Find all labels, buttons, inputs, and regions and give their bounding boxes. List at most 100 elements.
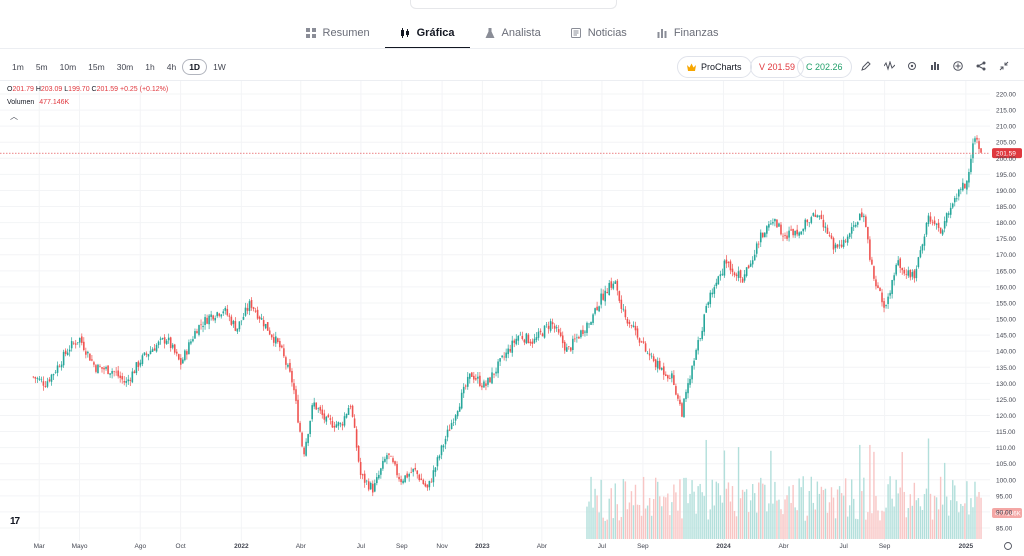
price-axis[interactable]: 220.00 215.00 210.00 205.00 200.00 195.00 190.… (996, 92, 1016, 550)
candle-body (224, 307, 227, 311)
search-box-remnant[interactable] (410, 0, 617, 9)
section-tabs: Resumen Gráfica Analista Noticias Finanz… (0, 18, 1024, 49)
volume-bar (842, 495, 845, 539)
candle-body (545, 324, 548, 326)
tab-analista[interactable]: Analista (470, 18, 556, 48)
candle-body (70, 341, 73, 349)
candle-body (38, 378, 41, 380)
candle-body (662, 366, 665, 375)
candle-body (889, 292, 891, 296)
candle-body (972, 143, 974, 159)
buy-price-button[interactable]: C 202.26 (797, 56, 852, 78)
candle-body (87, 351, 89, 354)
settings-icon[interactable] (904, 58, 920, 74)
price-tick-label: 150.00 (996, 317, 1016, 324)
candle-body (139, 362, 142, 366)
tab-label: Resumen (322, 27, 370, 39)
candle-body (105, 367, 107, 369)
candle-body (462, 386, 465, 394)
indicators-icon[interactable] (881, 58, 897, 74)
candle-body (563, 341, 566, 351)
volume-bar (778, 499, 780, 539)
candle-body (97, 364, 99, 374)
candle-body (495, 371, 497, 374)
candle-body (814, 214, 817, 218)
add-icon[interactable] (950, 58, 966, 74)
candle-body (729, 261, 732, 271)
volume-bar (941, 504, 944, 539)
sell-price-button[interactable]: V 201.59 (750, 56, 805, 78)
candle-body (660, 367, 663, 370)
candle-body (561, 335, 564, 344)
interval-1d[interactable]: 1D (182, 59, 208, 75)
interval-1w[interactable]: 1W (213, 62, 226, 72)
interval-1m[interactable]: 1m (12, 62, 24, 72)
interval-5m[interactable]: 5m (35, 62, 48, 72)
volume-bar (978, 491, 980, 539)
volume-bar (855, 518, 857, 539)
candle-body (774, 219, 776, 222)
volume-bar (731, 486, 734, 539)
volume-bar (796, 510, 798, 539)
candle-body (691, 365, 693, 380)
chevron-up-icon[interactable]: ︿ (10, 111, 18, 121)
volume-bar (681, 518, 683, 539)
collapse-arrows-icon[interactable] (996, 58, 1012, 74)
volume-bar (749, 500, 752, 539)
volume-bar (948, 515, 950, 539)
pencil-icon[interactable] (858, 58, 874, 74)
volume-bar (745, 489, 748, 539)
candle-body (555, 327, 558, 329)
candle-body (414, 467, 417, 470)
volume-bar (851, 479, 853, 539)
candle-body (875, 279, 877, 287)
volume-bar (648, 497, 651, 539)
volume-bar (630, 491, 633, 539)
tab-grafica[interactable]: Gráfica (384, 18, 470, 49)
volume-bar (903, 491, 905, 539)
price-tick-label: 135.00 (996, 365, 1016, 372)
interval-15m[interactable]: 15m (88, 62, 105, 72)
candle-body (689, 378, 691, 385)
procharts-button[interactable]: ProCharts (677, 56, 752, 78)
volume-bar (812, 502, 815, 539)
candle-body (978, 141, 980, 149)
tab-finanzas[interactable]: Finanzas (642, 18, 734, 48)
candle-body (511, 340, 514, 353)
volume-bar (768, 503, 770, 539)
candle-body (976, 137, 978, 140)
time-tick-label: Jul (840, 543, 849, 550)
candle-body (582, 329, 584, 334)
volume-bar (891, 498, 893, 539)
tab-resumen[interactable]: Resumen (291, 18, 385, 48)
volume-bar (834, 518, 837, 539)
volume-bar (830, 487, 833, 539)
interval-10m[interactable]: 10m (59, 62, 77, 72)
candle-body (608, 282, 611, 296)
time-axis[interactable]: Mar Mayo Ago Oct 2022 Abr Jul Sep Nov 2023 Abr Jul S… (34, 543, 974, 550)
tab-noticias[interactable]: Noticias (556, 18, 642, 48)
candle-body (634, 325, 637, 331)
candle-body (923, 236, 926, 246)
interval-4h[interactable]: 4h (166, 62, 177, 72)
candle-body (438, 455, 441, 459)
procharts-label: ProCharts (701, 62, 742, 72)
candle-body (517, 335, 520, 341)
candle-body (578, 336, 580, 339)
interval-1h[interactable]: 1h (145, 62, 155, 72)
candle-body (503, 356, 505, 358)
candle-body (448, 429, 451, 431)
volume-bar (699, 483, 701, 539)
candle-body (970, 158, 972, 173)
candle-body (687, 383, 689, 394)
chart-type-icon[interactable] (927, 58, 943, 74)
last-price-line: 201.59 477.146K (0, 148, 1022, 518)
candle-body (598, 306, 600, 312)
candle-body (673, 375, 675, 385)
candle-body (287, 364, 289, 367)
volume-bar (933, 495, 936, 539)
candle-body (341, 423, 344, 426)
interval-30m[interactable]: 30m (116, 62, 134, 72)
share-icon[interactable] (973, 58, 989, 74)
